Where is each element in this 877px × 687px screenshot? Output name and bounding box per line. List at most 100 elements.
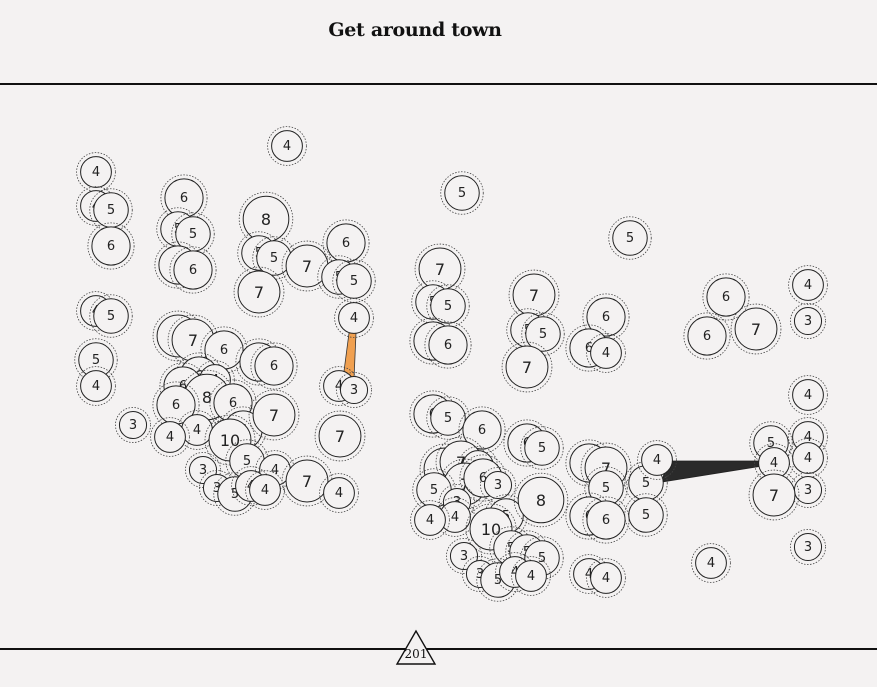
node-label: 10 xyxy=(481,520,501,539)
node-label: 5 xyxy=(626,231,634,246)
node-circle xyxy=(792,442,824,474)
node-label: 4 xyxy=(271,463,279,478)
node: 4 xyxy=(637,440,677,480)
node-circle xyxy=(254,346,294,386)
node-label: 4 xyxy=(804,278,812,293)
node: 7 xyxy=(248,389,300,441)
node-label: 5 xyxy=(231,487,239,502)
node-circle xyxy=(687,316,727,356)
node-halo xyxy=(336,372,372,408)
node-circle xyxy=(792,379,824,411)
node-label: 5 xyxy=(602,481,610,496)
node-label: 4 xyxy=(426,513,434,528)
node-halo xyxy=(250,342,298,390)
node-halo xyxy=(440,171,484,215)
node: 4 xyxy=(788,375,828,415)
node: 6 xyxy=(683,312,731,360)
node-circle xyxy=(93,298,129,334)
node-label: 7 xyxy=(435,260,445,279)
node-circle xyxy=(444,175,480,211)
node-label: 5 xyxy=(350,274,358,289)
node-halo xyxy=(410,500,450,540)
node-circle xyxy=(483,470,513,500)
node-label: 7 xyxy=(335,427,345,446)
node: 7 xyxy=(501,341,553,393)
node-halo xyxy=(788,375,828,415)
node: 6 xyxy=(200,326,248,374)
node-circle xyxy=(428,325,468,365)
node: 4 xyxy=(76,152,116,192)
node-label: 4 xyxy=(653,453,661,468)
node-halo xyxy=(501,341,553,393)
node: 7 xyxy=(730,303,782,355)
node-label: 8 xyxy=(261,210,271,229)
node-label: 5 xyxy=(189,227,197,242)
node-halo xyxy=(87,222,135,270)
node-halo xyxy=(608,216,652,260)
node-label: 4 xyxy=(804,451,812,466)
node-halo xyxy=(76,366,116,406)
node: 3 xyxy=(790,472,826,508)
node: 6 xyxy=(582,496,630,544)
node: 6 xyxy=(160,174,208,222)
node-label: 4 xyxy=(335,486,343,501)
node-label: 5 xyxy=(107,203,115,218)
node-halo xyxy=(691,543,731,583)
node-circle xyxy=(517,476,565,524)
node-label: 6 xyxy=(444,338,452,353)
node: 6 xyxy=(87,222,135,270)
node-circle xyxy=(338,302,370,334)
nodes-layer: 4445665566855776554455477664686644610667… xyxy=(74,126,828,602)
node-circle xyxy=(628,497,664,533)
node-circle xyxy=(525,316,561,352)
node-label: 5 xyxy=(538,441,546,456)
node-label: 8 xyxy=(202,388,212,407)
node-label: 4 xyxy=(92,379,100,394)
node-halo xyxy=(702,273,750,321)
node-label: 3 xyxy=(199,463,207,478)
node-circle xyxy=(734,307,778,351)
node-halo xyxy=(513,472,569,528)
node-circle xyxy=(641,444,673,476)
node-label: 6 xyxy=(180,191,188,206)
node-label: 3 xyxy=(804,483,812,498)
node-circle xyxy=(118,410,148,440)
node-label: 6 xyxy=(107,239,115,254)
node-label: 6 xyxy=(602,513,610,528)
node-circle xyxy=(430,400,466,436)
node: 6 xyxy=(458,406,506,454)
node: 4 xyxy=(586,558,626,598)
node-label: 4 xyxy=(527,569,535,584)
node-halo xyxy=(730,303,782,355)
node: 6 xyxy=(424,321,472,369)
node-halo xyxy=(233,266,285,318)
node-label: 6 xyxy=(172,398,180,413)
node: 6 xyxy=(250,342,298,390)
node-label: 3 xyxy=(350,383,358,398)
node-label: 7 xyxy=(188,331,198,350)
node-label: 5 xyxy=(243,454,251,469)
node-label: 7 xyxy=(751,320,761,339)
node: 4 xyxy=(319,473,359,513)
node-label: 4 xyxy=(770,456,778,471)
node-label: 4 xyxy=(804,430,812,445)
node-halo xyxy=(267,126,307,166)
node-label: 3 xyxy=(213,481,221,496)
node: 5 xyxy=(89,188,133,232)
node-circle xyxy=(323,477,355,509)
node: 4 xyxy=(788,438,828,478)
node: 4 xyxy=(267,126,307,166)
page-title: Get around town xyxy=(328,19,502,41)
node-halo xyxy=(115,407,151,443)
node-halo xyxy=(238,191,294,247)
top-rule xyxy=(0,83,877,85)
node-halo xyxy=(169,246,217,294)
node-label: 4 xyxy=(602,346,610,361)
node-circle xyxy=(752,473,796,517)
node-label: 7 xyxy=(522,358,532,377)
node: 4 xyxy=(788,265,828,305)
node-label: 4 xyxy=(92,165,100,180)
node: 4 xyxy=(511,556,551,596)
node-label: 7 xyxy=(254,283,264,302)
